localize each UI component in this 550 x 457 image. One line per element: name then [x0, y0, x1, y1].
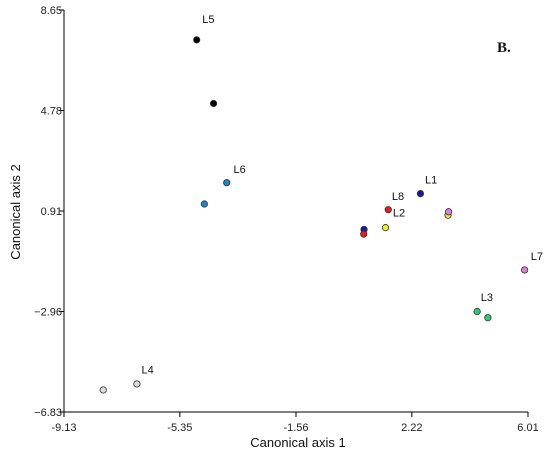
- data-point-l6: [200, 200, 208, 208]
- x-tick-label: 6.01: [517, 422, 538, 434]
- point-label-l7: L7: [531, 251, 543, 263]
- data-point-l8: [360, 230, 368, 238]
- data-point-l3: [473, 307, 481, 316]
- data-point-l4: [133, 380, 141, 388]
- data-point-l3: [484, 314, 492, 322]
- point-label-l8: L8: [392, 191, 404, 203]
- x-tick-label: -9.13: [51, 422, 76, 434]
- ticks: -9.13 -5.35 -1.56 2.22 6.01 −6.83 −2.96 0.91 4.7…: [34, 5, 539, 434]
- point-label-l6: L6: [233, 164, 245, 176]
- data-point-l8: [384, 206, 392, 214]
- x-tick-label: -5.35: [167, 422, 192, 434]
- y-axis-title: Canonical axis 2: [8, 164, 23, 259]
- point-label-l1: L1: [425, 174, 437, 186]
- y-tick-label: 0.91: [41, 206, 62, 218]
- data-point-l6: [223, 179, 231, 187]
- point-label-l2: L2: [393, 207, 405, 219]
- point-label-l4: L4: [142, 365, 154, 377]
- axes: [63, 10, 528, 413]
- data-point-l2: [381, 224, 390, 232]
- y-tick-label: 4.78: [41, 106, 62, 118]
- point-label-l3: L3: [481, 292, 493, 304]
- point-labels: L5 L6 L8 L1 L2 L7 L3 L4: [142, 14, 543, 377]
- data-point-l1: [416, 190, 425, 198]
- data-points: [99, 36, 529, 394]
- y-tick-label: 8.65: [41, 5, 62, 17]
- data-point-l5: [209, 99, 218, 108]
- data-point-l7: [521, 266, 529, 274]
- x-tick-label: 2.22: [401, 422, 422, 434]
- data-point-l5: [193, 36, 201, 44]
- data-point-l7: [445, 208, 453, 216]
- panel-label: B.: [497, 40, 511, 56]
- y-tick-label: −6.83: [34, 407, 62, 419]
- data-point-l4: [99, 386, 107, 394]
- y-tick-label: −2.96: [34, 307, 62, 319]
- x-tick-label: -1.56: [283, 422, 308, 434]
- x-axis-title: Canonical axis 1: [250, 435, 345, 450]
- point-label-l5: L5: [202, 14, 214, 26]
